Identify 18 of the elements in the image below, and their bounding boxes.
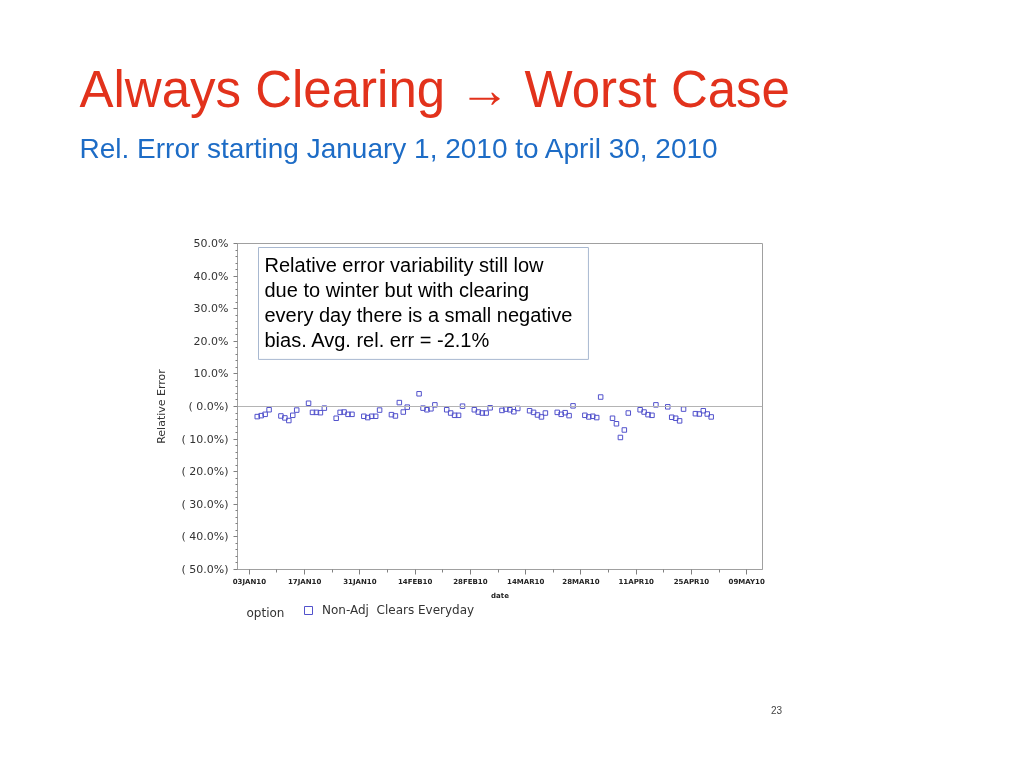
annotation: Relative error variability still low due to winter but with clearing every day there is a small negative bias. Avg. rel. err = -2.1% <box>264 253 573 352</box>
y-tick-label: 20.0% <box>193 334 229 348</box>
y-tick-label: 40.0% <box>193 269 229 283</box>
y-tick-label: ( 20.0%) <box>181 465 229 479</box>
text: 23 <box>770 704 783 716</box>
y-axis-title: Relative Error <box>155 368 169 444</box>
legend-title: option <box>246 605 285 620</box>
y-tick-label: ( 50.0%) <box>181 563 229 576</box>
y-tick-label: ( 40.0%) <box>181 530 229 544</box>
chart-subtitle: Rel. Error starting January 1, 2010 to April 30, 2010 <box>79 133 718 164</box>
y-tick-label: ( 30.0%) <box>181 497 229 511</box>
y-tick-label: ( 10.0%) <box>181 432 229 446</box>
y-tick-label: 10.0% <box>193 367 229 381</box>
chart-title: Always Clearing → Worst Case <box>79 61 790 118</box>
legend-label: Non-Adj Clears Everyday <box>322 603 475 617</box>
y-tick-label: 30.0% <box>193 302 229 316</box>
y-tick-label: ( 0.0%) <box>188 400 229 413</box>
y-tick-label: 50.0% <box>193 237 229 250</box>
